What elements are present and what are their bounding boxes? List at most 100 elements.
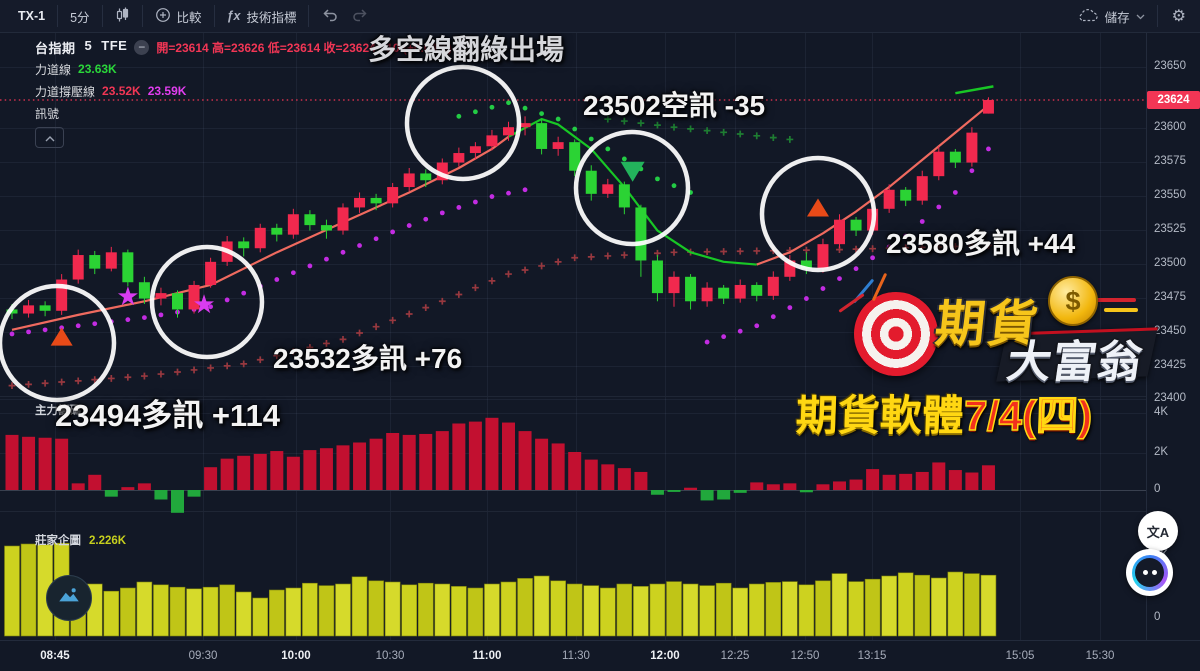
undo-button[interactable]: [309, 0, 350, 32]
intent-bar: [484, 583, 500, 637]
robot-icon: [1131, 554, 1168, 591]
price-tick-label: 23600: [1154, 121, 1186, 133]
intent-bar: [947, 571, 964, 637]
time-tick-label: 12:00: [650, 650, 680, 662]
intent-bar: [120, 587, 136, 637]
volume-bar: [270, 451, 284, 490]
candle: [701, 287, 713, 302]
highlight-circle: [573, 129, 691, 247]
support-value: 23.52K: [102, 84, 141, 98]
compare-button[interactable]: 比較: [143, 0, 214, 32]
intent-bar: [252, 597, 269, 637]
star-marker: ★: [116, 281, 139, 311]
volume-bar: [882, 474, 896, 490]
volume-bar: [468, 421, 482, 490]
intent-bar: [533, 575, 550, 637]
candle: [453, 153, 465, 163]
candle: [834, 219, 845, 245]
indicators-label: 技術指標: [246, 10, 297, 25]
chart-type-button[interactable]: [103, 0, 142, 32]
intent-bar: [500, 581, 517, 637]
time-axis[interactable]: 08:45 09:30 10:00 10:30 11:00 11:30 12:00 12:25…: [0, 640, 1200, 671]
intent-bar: [285, 587, 302, 637]
volume-bar: [601, 464, 615, 490]
intent-bar: [351, 576, 368, 637]
candle: [304, 214, 316, 226]
settings-button[interactable]: ⚙: [1158, 0, 1200, 32]
volume-bar: [833, 481, 846, 490]
candle: [105, 252, 117, 269]
compare-label: 比較: [176, 10, 202, 25]
toolbar-separator: [101, 5, 103, 27]
candle: [536, 123, 548, 149]
intent-bar: [384, 581, 401, 637]
volume-bar: [485, 417, 499, 490]
dartboard-icon: [854, 292, 938, 376]
candle: [287, 214, 299, 235]
toolbar-separator: [308, 5, 310, 27]
volume-bar: [799, 490, 813, 493]
volume-bar: [502, 422, 515, 490]
fx-icon: ƒx: [226, 9, 241, 23]
indicators-button[interactable]: ƒx 技術指標: [215, 0, 309, 32]
interval-button[interactable]: 5分: [70, 10, 90, 25]
candle: [668, 276, 680, 294]
resistance-crosses: [604, 115, 794, 143]
intent-bar: [881, 575, 897, 637]
toolbar-separator: [57, 5, 59, 27]
candle: [800, 260, 812, 269]
signal-label: 訊號: [35, 106, 60, 121]
intent-bar: [980, 574, 997, 637]
intent-bar: [699, 585, 715, 637]
volume-bar: [419, 433, 433, 490]
volume-bar: [55, 438, 69, 490]
intent-bar: [550, 580, 566, 637]
volume-bar: [750, 482, 764, 490]
time-tick-label: 15:05: [1005, 650, 1035, 662]
intent-bar: [815, 580, 831, 637]
signal-annotation: 23502空訊 -35: [583, 90, 766, 121]
translate-button[interactable]: 文A: [1138, 511, 1178, 551]
intent-bar: [268, 589, 285, 637]
candle: [337, 207, 349, 231]
volume-bar: [965, 472, 979, 490]
volume-bar: [204, 467, 218, 490]
banner-title: 期貨軟體: [795, 392, 965, 439]
candlestick-icon: [115, 7, 130, 26]
candle: [387, 187, 399, 204]
candle: [767, 276, 779, 296]
candle: [6, 309, 18, 314]
top-toolbar: TX-1 5分 比較 ƒx 技術指標 儲存: [0, 0, 1200, 33]
time-tick-label: 10:00: [281, 650, 311, 662]
promo-banner: 期貨軟體7/4(四): [795, 382, 1094, 443]
candle: [205, 261, 217, 285]
candle: [271, 227, 283, 235]
hide-series-button[interactable]: −: [134, 39, 150, 55]
volume-bar: [353, 442, 367, 490]
save-button[interactable]: 儲存: [1065, 0, 1157, 32]
candle: [122, 252, 134, 283]
collapse-panel-button[interactable]: [35, 127, 64, 148]
volume-bar: [386, 433, 400, 490]
highlight-circle: [0, 283, 117, 403]
resistance-value: 23.59K: [147, 84, 187, 98]
time-tick-label: 09:30: [188, 650, 218, 662]
legend-supres-row: 力道撐壓線 23.52K 23.59K: [35, 80, 452, 102]
intent-bar: [467, 587, 484, 637]
candle: [982, 100, 994, 114]
volume-bar: [733, 490, 747, 493]
price-tick-label: 23575: [1154, 155, 1186, 167]
volume-bar: [187, 490, 201, 497]
candle: [503, 127, 514, 136]
candle: [585, 170, 597, 194]
candle: [900, 189, 912, 201]
symbol-button[interactable]: TX-1: [18, 9, 46, 23]
platform-logo-button[interactable]: [46, 575, 92, 621]
intent-bar: [566, 583, 583, 637]
ai-assistant-button[interactable]: [1126, 549, 1173, 596]
redo-button[interactable]: [350, 0, 381, 32]
intent-bar: [202, 586, 219, 637]
volume-bar: [932, 462, 946, 490]
volume-bar: [402, 434, 416, 490]
candle: [784, 260, 796, 277]
